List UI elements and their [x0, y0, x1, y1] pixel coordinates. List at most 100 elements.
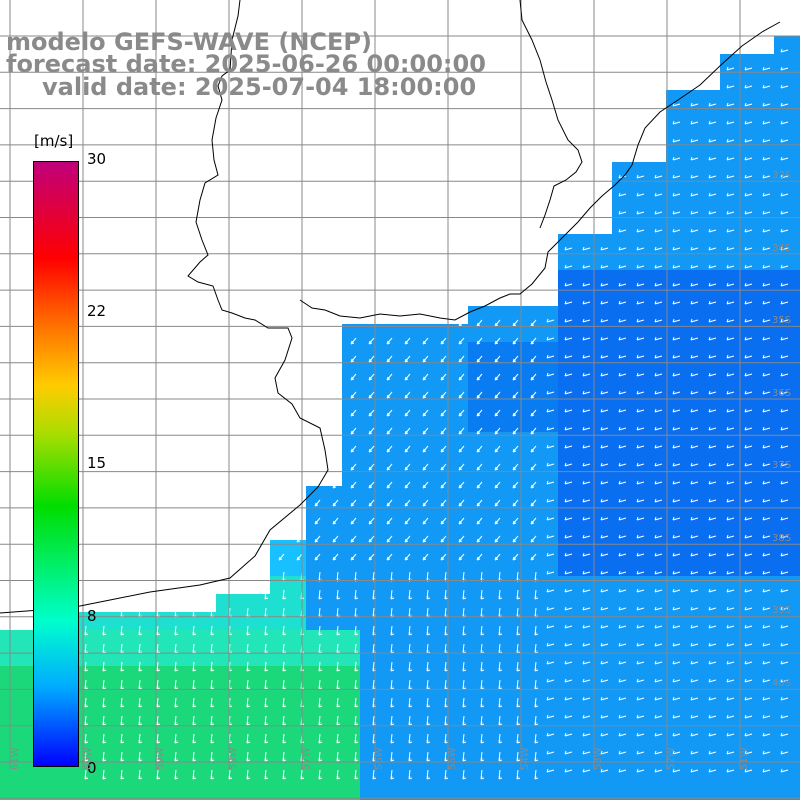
- wind-speed-cell: [414, 756, 433, 775]
- wind-arrow: [618, 588, 627, 593]
- wind-arrow: [546, 534, 555, 539]
- wind-arrow: [318, 661, 323, 672]
- wind-arrow: [726, 480, 735, 485]
- wind-speed-cell: [414, 450, 433, 469]
- wind-arrow: [618, 354, 627, 359]
- wind-arrow: [780, 732, 789, 737]
- wind-speed-cell: [270, 720, 289, 739]
- lon-label: 51W: [739, 747, 750, 770]
- wind-arrow: [690, 318, 699, 323]
- wind-speed-cell: [54, 792, 73, 800]
- wind-speed-cell: [792, 162, 800, 181]
- wind-arrow: [458, 355, 465, 363]
- wind-arrow: [744, 462, 753, 467]
- wind-arrow: [654, 696, 663, 701]
- wind-arrow: [654, 732, 663, 737]
- wind-arrow: [530, 337, 537, 345]
- wind-speed-cell: [396, 522, 415, 541]
- wind-arrow: [672, 552, 681, 557]
- wind-arrow: [530, 481, 537, 489]
- wind-speed-cell: [342, 504, 361, 523]
- wind-arrow: [780, 84, 789, 89]
- wind-speed-cell: [450, 630, 469, 649]
- wind-arrow: [708, 354, 717, 359]
- wind-speed-cell: [702, 792, 721, 800]
- wind-arrow: [332, 463, 339, 471]
- wind-speed-cell: [360, 396, 379, 415]
- wind-arrow: [426, 733, 431, 744]
- wind-speed-cell: [414, 720, 433, 739]
- wind-arrow: [618, 534, 627, 539]
- wind-arrow: [618, 714, 627, 719]
- wind-speed-cell: [288, 792, 307, 800]
- wind-arrow: [708, 498, 717, 503]
- wind-speed-cell: [378, 378, 397, 397]
- wind-arrow: [654, 516, 663, 521]
- wind-speed-cell: [396, 792, 415, 800]
- wind-arrow: [546, 336, 555, 341]
- wind-speed-cell: [360, 414, 379, 433]
- wind-arrow: [350, 517, 357, 525]
- wind-arrow: [780, 606, 789, 611]
- wind-speed-cell: [504, 414, 523, 433]
- wind-arrow: [780, 498, 789, 503]
- wind-speed-cell: [252, 666, 271, 685]
- wind-arrow: [458, 373, 465, 381]
- wind-arrow: [618, 246, 627, 251]
- wind-arrow: [690, 282, 699, 287]
- wind-arrow: [654, 588, 663, 593]
- wind-arrow: [408, 715, 413, 726]
- wind-arrow: [600, 660, 609, 665]
- wind-speed-cell: [414, 666, 433, 685]
- wind-speed-cell: [396, 486, 415, 505]
- wind-arrow: [780, 390, 789, 395]
- wind-speed-cell: [504, 306, 523, 325]
- wind-arrow: [386, 373, 393, 381]
- wind-arrow: [512, 535, 519, 543]
- wind-arrow: [582, 390, 591, 395]
- wind-speed-cell: [90, 792, 109, 800]
- wind-arrow: [780, 570, 789, 575]
- wind-arrow: [300, 769, 305, 780]
- wind-speed-cell: [324, 504, 343, 523]
- wind-arrow: [654, 552, 663, 557]
- wind-arrow: [654, 678, 663, 683]
- wind-speed-cell: [108, 774, 127, 793]
- wind-arrow: [654, 714, 663, 719]
- wind-arrow: [564, 660, 573, 665]
- wind-arrow: [246, 751, 251, 762]
- wind-arrow: [390, 751, 395, 762]
- wind-arrow: [422, 391, 429, 399]
- wind-speed-cell: [342, 666, 361, 685]
- wind-speed-cell: [198, 774, 217, 793]
- wind-arrow: [210, 679, 215, 690]
- wind-arrow: [564, 750, 573, 755]
- wind-speed-cell: [144, 720, 163, 739]
- wind-arrow: [530, 409, 537, 417]
- wind-speed-cell: [144, 612, 163, 631]
- wind-speed-cell: [306, 648, 325, 667]
- wind-arrow: [636, 300, 645, 305]
- wind-speed-cell: [162, 666, 181, 685]
- wind-arrow: [636, 660, 645, 665]
- wind-arrow: [636, 354, 645, 359]
- wind-speed-cell: [792, 54, 800, 73]
- wind-speed-cell: [270, 702, 289, 721]
- wind-arrow: [350, 427, 357, 435]
- wind-arrow: [654, 426, 663, 431]
- wind-arrow: [102, 715, 107, 726]
- wind-arrow: [600, 678, 609, 683]
- wind-arrow: [618, 750, 627, 755]
- wind-arrow: [600, 282, 609, 287]
- wind-arrow: [318, 733, 323, 744]
- wind-speed-cell: [306, 576, 325, 595]
- wind-arrow: [264, 769, 269, 780]
- wind-arrow: [708, 714, 717, 719]
- wind-arrow: [636, 372, 645, 377]
- wind-arrow: [780, 480, 789, 485]
- wind-speed-cell: [792, 144, 800, 163]
- wind-speed-cell: [180, 792, 199, 800]
- wind-speed-cell: [684, 792, 703, 800]
- wind-arrow: [422, 445, 429, 453]
- wind-speed-cell: [252, 594, 271, 613]
